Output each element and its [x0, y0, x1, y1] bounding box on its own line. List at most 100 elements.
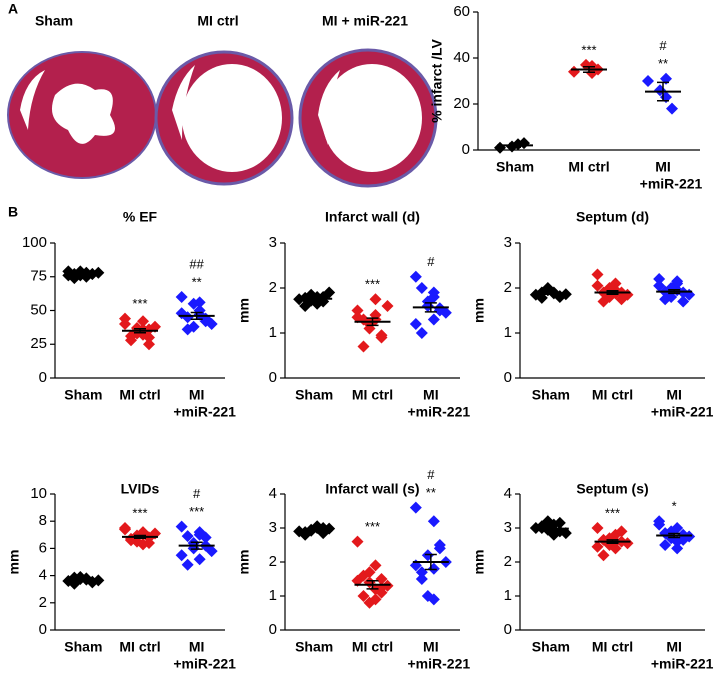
- y-tick-label: 4: [504, 485, 512, 502]
- data-point: [119, 522, 131, 534]
- data-point: [369, 593, 382, 606]
- chart-title: Infarct wall (s): [325, 481, 419, 497]
- data-point: [409, 501, 422, 514]
- heart-section: [298, 48, 438, 188]
- data-point: [427, 593, 440, 606]
- significance: #: [193, 486, 201, 501]
- chart-title: Septum (s): [576, 481, 648, 497]
- x-tick-label: +miR-221: [651, 404, 714, 420]
- heart-section: [7, 51, 157, 179]
- significance: ***: [365, 277, 380, 292]
- y-axis-label: mm: [471, 298, 487, 323]
- y-tick-label: 0: [269, 369, 277, 386]
- data-point: [427, 291, 440, 303]
- chart-title: LVIDs: [121, 481, 160, 497]
- data-point: [415, 327, 428, 339]
- data-point: [427, 313, 440, 326]
- x-tick-label: Sham: [295, 387, 333, 403]
- chart-title: % EF: [123, 209, 158, 225]
- data-point: [369, 293, 382, 306]
- error-bar: [606, 539, 619, 545]
- data-point: [642, 75, 654, 87]
- data-point: [653, 279, 666, 292]
- data-point: [415, 573, 428, 585]
- data-point: [299, 300, 312, 312]
- data-point: [181, 558, 194, 571]
- y-tick-label: 40: [453, 49, 470, 66]
- data-point: [137, 538, 149, 551]
- x-tick-label: Sham: [295, 639, 333, 655]
- x-tick-label: MI ctrl: [568, 159, 609, 175]
- image-label: Sham: [35, 13, 73, 29]
- data-point: [591, 522, 604, 534]
- y-tick-label: 4: [39, 567, 47, 584]
- data-point: [597, 295, 610, 308]
- data-point: [609, 542, 622, 555]
- y-tick-label: 25: [30, 335, 47, 352]
- y-tick-label: 2: [504, 553, 512, 570]
- error-bar: [424, 553, 437, 571]
- x-tick-label: Sham: [532, 387, 570, 403]
- y-tick-label: 2: [269, 553, 277, 570]
- significance: ***: [581, 42, 596, 57]
- y-tick-label: 4: [269, 485, 277, 502]
- y-tick-label: 60: [453, 3, 470, 20]
- error-bar: [308, 528, 321, 533]
- x-tick-label: Sham: [64, 639, 102, 655]
- data-point: [591, 540, 604, 553]
- data-point: [494, 141, 506, 154]
- error-bar: [134, 534, 146, 539]
- data-point: [659, 539, 672, 551]
- y-tick-label: 1: [504, 587, 512, 604]
- significance: #: [659, 38, 667, 53]
- data-point: [409, 270, 422, 283]
- data-point: [433, 542, 446, 555]
- data-point: [666, 102, 678, 115]
- y-tick-label: 3: [504, 519, 512, 536]
- y-tick-label: 10: [30, 485, 47, 502]
- data-point: [143, 338, 155, 351]
- data-point: [193, 553, 206, 566]
- x-tick-label: MI: [189, 639, 205, 655]
- error-bar: [509, 142, 521, 148]
- error-bar: [544, 291, 557, 296]
- x-tick-label: +miR-221: [173, 656, 236, 672]
- data-point: [553, 516, 566, 529]
- y-tick-label: 50: [30, 301, 47, 318]
- significance: ***: [132, 505, 147, 520]
- data-point: [375, 329, 388, 342]
- y-tick-label: 0: [504, 621, 512, 638]
- x-tick-label: Sham: [496, 159, 534, 175]
- data-point: [653, 273, 666, 285]
- data-point: [363, 566, 376, 579]
- image-label: MI ctrl: [197, 13, 238, 29]
- y-tick-label: 8: [39, 512, 47, 529]
- x-tick-label: Sham: [532, 639, 570, 655]
- y-tick-label: 2: [269, 279, 277, 296]
- data-point: [193, 296, 206, 309]
- x-tick-label: Sham: [64, 387, 102, 403]
- x-tick-label: MI ctrl: [352, 639, 393, 655]
- error-bar: [190, 541, 203, 550]
- y-tick-label: 75: [30, 268, 47, 285]
- significance: #: [427, 254, 435, 269]
- y-tick-label: 1: [269, 324, 277, 341]
- data-point: [175, 291, 188, 303]
- error-bar: [668, 532, 681, 539]
- data-point: [591, 268, 604, 281]
- error-bar: [366, 579, 379, 590]
- y-tick-label: 1: [504, 324, 512, 341]
- significance: #: [427, 467, 435, 482]
- data-point: [175, 520, 188, 533]
- x-tick-label: MI: [666, 639, 682, 655]
- error-bar: [77, 272, 90, 276]
- y-tick-label: 3: [504, 234, 512, 251]
- x-tick-label: MI ctrl: [119, 387, 160, 403]
- x-tick-label: MI: [423, 387, 439, 403]
- data-point: [181, 323, 194, 336]
- significance: *: [672, 499, 677, 514]
- significance: **: [426, 485, 436, 500]
- error-bar: [77, 578, 90, 582]
- significance: ##: [189, 256, 204, 271]
- data-point: [597, 549, 610, 562]
